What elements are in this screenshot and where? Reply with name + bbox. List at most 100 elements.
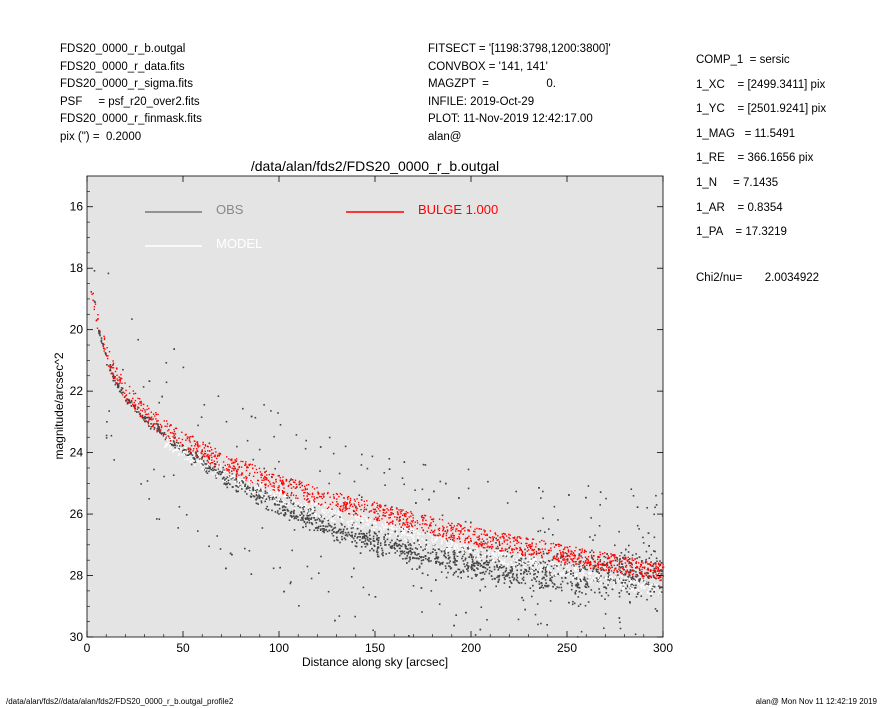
obs-point	[535, 580, 538, 583]
model-point	[312, 509, 314, 511]
bulge-point	[207, 450, 209, 452]
bulge-point	[425, 523, 427, 525]
obs-point	[486, 619, 488, 621]
obs-point	[368, 530, 371, 533]
bulge-point	[358, 504, 360, 506]
bulge-point	[283, 483, 285, 485]
bulge-point	[654, 577, 657, 579]
bulge-point	[354, 504, 356, 507]
obs-point	[302, 519, 304, 521]
model-point	[210, 460, 212, 463]
obs-point	[576, 585, 579, 587]
obs-point	[467, 566, 469, 569]
model-point	[314, 503, 316, 505]
obs-point	[605, 587, 608, 590]
obs-point	[172, 440, 175, 442]
obs-point	[453, 553, 456, 556]
obs-point	[202, 464, 204, 466]
model-point	[539, 569, 541, 572]
obs-point	[491, 578, 494, 581]
model-point	[183, 454, 185, 456]
obs-point	[225, 477, 227, 480]
bulge-point	[414, 521, 416, 523]
obs-point	[542, 587, 545, 589]
obs-point	[633, 570, 635, 572]
bulge-point	[214, 447, 216, 450]
obs-point	[364, 535, 366, 537]
obs-point	[344, 538, 347, 541]
bulge-point	[476, 536, 478, 538]
obs-point	[313, 529, 316, 532]
bulge-point	[491, 544, 493, 546]
model-point	[373, 529, 376, 532]
bulge-point	[573, 555, 575, 557]
model-point	[435, 539, 437, 541]
obs-point	[546, 584, 548, 587]
obs-point	[336, 536, 338, 539]
obs-point	[346, 535, 349, 537]
obs-point	[368, 593, 370, 596]
obs-point	[531, 568, 533, 570]
obs-point	[659, 563, 662, 566]
footer-timestamp: alan@ Mon Nov 11 12:42:19 2019	[755, 697, 877, 706]
obs-point	[618, 559, 621, 561]
model-point	[186, 458, 188, 460]
model-point	[361, 517, 363, 520]
obs-point	[260, 488, 262, 491]
obs-point	[457, 568, 459, 571]
bulge-point	[389, 516, 391, 519]
bulge-point	[560, 551, 562, 554]
bulge-point	[626, 569, 628, 571]
model-point	[259, 482, 262, 485]
bulge-point	[112, 364, 114, 366]
model-point	[547, 566, 549, 569]
bulge-point	[399, 516, 401, 518]
bulge-point	[442, 535, 444, 537]
obs-point	[490, 575, 493, 577]
bulge-point	[568, 555, 570, 557]
obs-point	[477, 568, 479, 570]
bulge-point	[438, 518, 441, 520]
obs-point	[467, 487, 470, 490]
bulge-point	[306, 488, 308, 490]
bulge-point	[592, 551, 595, 554]
obs-point	[651, 587, 653, 590]
bulge-point	[166, 423, 169, 425]
bulge-point	[140, 402, 143, 404]
bulge-point	[604, 552, 606, 554]
obs-point	[307, 512, 309, 514]
bulge-point	[533, 548, 536, 551]
bulge-point	[554, 558, 557, 560]
obs-point	[636, 593, 639, 595]
model-point	[498, 552, 500, 554]
y-axis-label: magnitude/arcsec^2	[52, 352, 66, 459]
obs-point	[261, 497, 264, 499]
obs-point	[466, 568, 468, 570]
obs-point	[400, 545, 403, 548]
obs-point	[235, 477, 237, 480]
obs-point	[637, 591, 640, 593]
obs-point	[453, 555, 456, 558]
bulge-point	[641, 575, 643, 578]
obs-point	[579, 568, 581, 571]
model-point	[443, 548, 445, 551]
bulge-point	[179, 441, 182, 444]
bulge-point	[422, 518, 424, 521]
bulge-point	[555, 544, 557, 546]
bulge-point	[583, 551, 585, 554]
obs-point	[462, 569, 464, 572]
bulge-point	[610, 553, 612, 555]
obs-point	[99, 334, 101, 337]
obs-point	[455, 614, 457, 616]
model-point	[488, 550, 490, 553]
bulge-point	[548, 549, 550, 551]
model-point	[455, 545, 458, 547]
model-point	[498, 558, 500, 560]
obs-point	[398, 544, 401, 546]
obs-point	[577, 583, 580, 586]
obs-point	[629, 569, 632, 571]
bulge-point	[597, 564, 599, 566]
bulge-point	[226, 469, 228, 472]
obs-point	[522, 599, 525, 602]
obs-point	[384, 541, 386, 544]
